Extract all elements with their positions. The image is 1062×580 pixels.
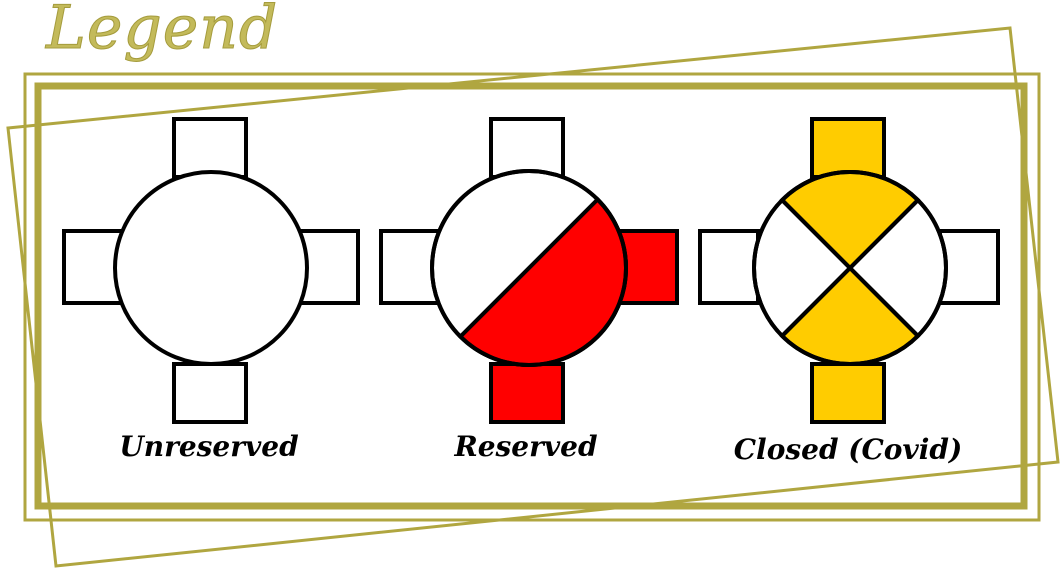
chair-left	[379, 229, 441, 305]
chair-top	[810, 117, 886, 179]
legend-title: Legend	[45, 0, 279, 63]
chair-left	[698, 229, 760, 305]
label-reserved: Reserved	[454, 430, 598, 463]
chair-bottom	[810, 362, 886, 424]
table-outline	[752, 170, 948, 366]
table-unreserved	[62, 117, 360, 424]
chair-bottom	[172, 362, 248, 424]
table-closed	[698, 117, 1000, 424]
table-top	[113, 170, 309, 366]
chair-bottom	[489, 362, 565, 424]
label-unreserved: Unreserved	[119, 430, 299, 463]
chair-top	[172, 117, 248, 179]
table-cross-line-2	[780, 198, 920, 338]
frame-inner	[34, 82, 1028, 510]
frame-outer	[23, 72, 1041, 522]
table-reserved	[379, 117, 679, 424]
chair-left	[62, 229, 124, 305]
legend-frame	[6, 26, 1060, 568]
chair-right	[617, 229, 679, 305]
chair-top	[489, 117, 565, 179]
chair-right	[938, 229, 1000, 305]
label-closed: Closed (Covid)	[733, 433, 963, 466]
table-outline	[430, 169, 628, 367]
